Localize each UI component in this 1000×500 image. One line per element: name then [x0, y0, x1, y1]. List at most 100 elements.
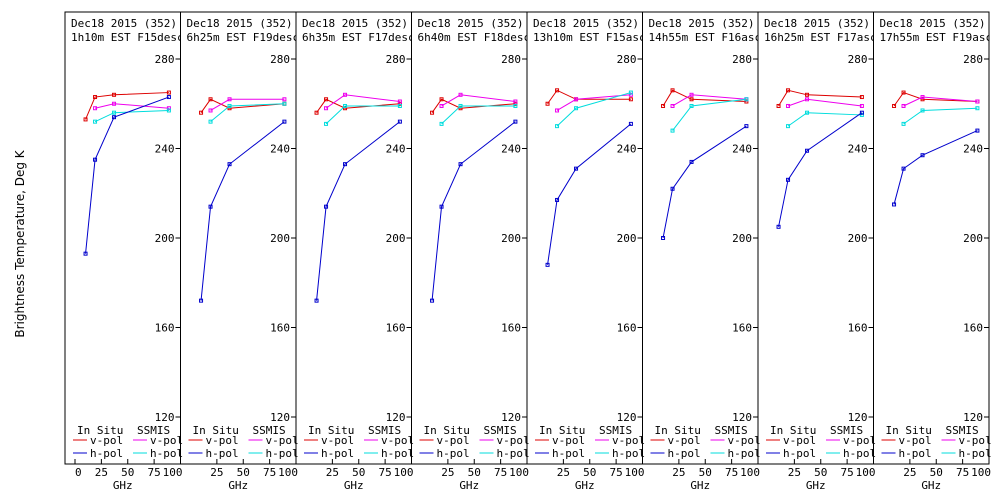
x-tick-label: 75 [610, 466, 623, 479]
ssmis-v-pol-point [397, 99, 402, 104]
ssmis-h-pol-line [787, 112, 862, 127]
ssmis-v-pol-line [903, 96, 978, 107]
y-tick-label: 200 [386, 232, 406, 245]
legend-ssmis-h-label: h-pol [266, 447, 299, 460]
in-situ-h-pol-point [892, 202, 897, 207]
ssmis-v-pol-point [112, 101, 117, 106]
legend-ssmis-header: SSMIS [253, 424, 286, 437]
legend-ssmis-h-label: h-pol [381, 447, 414, 460]
panel-subtitle: 16h25m EST F17asc [764, 31, 877, 44]
ssmis-v-pol-point [555, 108, 560, 113]
y-tick-label: 200 [848, 232, 868, 245]
in-situ-v-pol-line [200, 98, 285, 113]
in-situ-v-pol-point [859, 95, 864, 100]
y-tick-label: 160 [386, 322, 406, 335]
in-situ-h-pol-point [776, 224, 781, 229]
panel-titles: Dec18 2015 (352)6h25m EST F19desc [187, 17, 297, 44]
y-axis-label: Brightness Temperature, Deg K [13, 149, 27, 337]
in-situ-h-pol-point [397, 119, 402, 124]
y-tick-label: 240 [155, 143, 175, 156]
x-tick-label: 75 [148, 466, 161, 479]
in-situ-v-pol-point [83, 117, 88, 122]
y-tick-label: 240 [270, 143, 290, 156]
in-situ-h-pol-line [662, 125, 747, 239]
x-tick-label: 100 [278, 466, 298, 479]
in-situ-v-pol-line [778, 89, 862, 107]
in-situ-v-pol-point [458, 106, 463, 111]
in-situ-v-pol-point [166, 90, 171, 95]
ssmis-v-pol-point [859, 103, 864, 108]
in-situ-v-pol-line [893, 91, 978, 107]
in-situ-h-pol-line [200, 121, 285, 301]
in-situ-v-pol-point [397, 101, 402, 106]
ssmis-h-pol-point [786, 124, 791, 129]
ssmis-h-pol-line [903, 107, 978, 125]
ssmis-v-pol-line [672, 94, 747, 107]
in-situ-v-pol-point [208, 97, 213, 102]
x-axis-label: GHz [690, 479, 710, 492]
in-situ-h-pol-point [661, 236, 666, 240]
x-axis-label: GHz [459, 479, 479, 492]
ssmis-v-pol-point [282, 97, 287, 102]
y-tick-label: 240 [617, 143, 637, 156]
y-tick-label: 200 [963, 232, 983, 245]
in-situ-h-pol-point [920, 153, 925, 158]
x-tick-label: 100 [856, 466, 876, 479]
ssmis-h-pol-point [343, 103, 348, 108]
y-tick-label: 120 [617, 411, 637, 424]
in-situ-h-pol-point [208, 204, 213, 209]
legend-ssmis-v-label: v-pol [612, 434, 645, 447]
in-situ-h-pol-point [545, 262, 550, 267]
ssmis-h-pol-point [208, 119, 213, 124]
y-tick-label: 120 [386, 411, 406, 424]
y-tick-label: 200 [155, 232, 175, 245]
legend-in-situ-h-label: h-pol [90, 447, 123, 460]
legend-in-situ-header: In Situ [886, 424, 932, 437]
x-tick-label: 100 [509, 466, 529, 479]
y-tick-label: 240 [848, 143, 868, 156]
x-tick-label: 75 [379, 466, 392, 479]
x-tick-label: 25 [326, 466, 339, 479]
ssmis-h-pol-point [901, 121, 906, 126]
y-tick-label: 120 [848, 411, 868, 424]
x-axis-label: GHz [575, 479, 595, 492]
ssmis-h-pol-point [555, 124, 560, 129]
in-situ-v-pol-point [314, 110, 319, 115]
panel-subtitle: 6h40m EST F18desc [418, 31, 531, 44]
panel-title: Dec18 2015 (352) [187, 17, 293, 30]
panel-subtitle: 6h35m EST F17desc [302, 31, 415, 44]
ssmis-v-pol-point [901, 103, 906, 108]
in-situ-h-pol-point [112, 115, 117, 120]
x-tick-label: 25 [441, 466, 454, 479]
ssmis-v-pol-point [458, 92, 463, 97]
ssmis-v-pol-point [439, 103, 444, 108]
x-tick-label: 100 [163, 466, 183, 479]
legend-in-situ-v-label: v-pol [90, 434, 123, 447]
y-tick-label: 160 [155, 322, 175, 335]
y-tick-label: 240 [501, 143, 521, 156]
in-situ-h-pol-point [166, 95, 171, 100]
x-axis-label: GHz [344, 479, 364, 492]
ssmis-v-pol-point [324, 106, 329, 111]
panel-8: Dec18 2015 (352)17h55m EST F19asc 120 160 2… [873, 11, 992, 492]
y-tick-label: 240 [963, 143, 983, 156]
in-situ-v-pol-point [93, 95, 98, 100]
in-situ-h-pol-line [893, 130, 978, 205]
in-situ-v-pol-point [786, 88, 791, 93]
panel-3: Dec18 2015 (352)6h35m EST F17desc 120 160 2… [295, 11, 415, 492]
legend-in-situ-header: In Situ [770, 424, 816, 437]
ssmis-h-pol-line [441, 105, 516, 125]
ssmis-v-pol-point [689, 92, 694, 97]
legend-ssmis-header: SSMIS [830, 424, 863, 437]
ssmis-v-pol-point [786, 103, 791, 108]
y-tick-label: 160 [732, 322, 752, 335]
ssmis-h-pol-point [93, 119, 98, 124]
panel-title: Dec18 2015 (352) [71, 17, 177, 30]
ssmis-v-pol-point [166, 106, 171, 111]
legend-in-situ-h-label: h-pol [321, 447, 354, 460]
x-tick-label: 25 [672, 466, 685, 479]
x-tick-label: 25 [210, 466, 223, 479]
in-situ-v-pol-point [901, 90, 906, 95]
